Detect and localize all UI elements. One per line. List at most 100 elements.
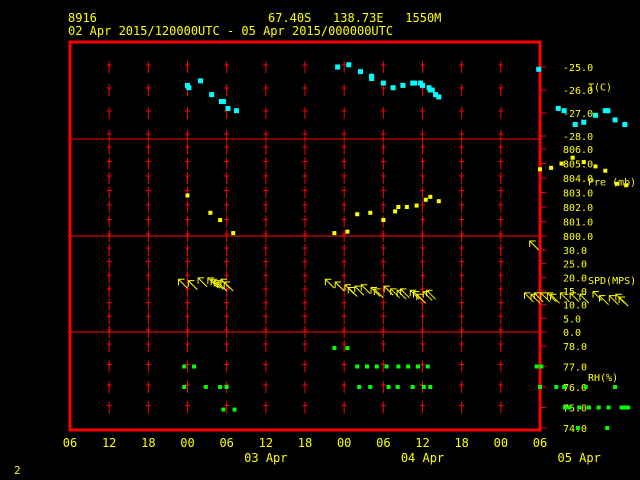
wind-barb-head [178, 278, 185, 286]
wind-barb-shaft [599, 295, 609, 306]
rh-point [613, 385, 618, 389]
wind-barb-shaft [383, 285, 394, 296]
temp-point [225, 105, 231, 111]
y-tick-label: 804.0 [563, 174, 593, 185]
y-tick-label: 801.0 [563, 218, 593, 229]
wind-barb-head [197, 277, 205, 284]
pres-point [603, 168, 608, 173]
wind-barb-head [217, 281, 224, 288]
wind-barb [334, 281, 345, 292]
rh-point [425, 364, 430, 369]
wind-barb-shaft [533, 292, 544, 303]
wind-barb-head [370, 286, 378, 294]
wind-barb [559, 292, 570, 303]
rh-point [368, 385, 373, 389]
wind-barb [347, 286, 358, 297]
wind-barb-head [409, 289, 417, 297]
wind-barb-head [426, 289, 433, 297]
wind-barb-head [383, 285, 391, 293]
x-tick-label: 06 [63, 436, 77, 450]
temp-point [186, 85, 192, 91]
rh-point [203, 385, 208, 389]
station-id: 8916 [68, 11, 97, 25]
y-tick-label: 802.0 [563, 203, 593, 214]
temp-point [335, 64, 341, 70]
wind-barb-shaft [426, 289, 436, 300]
y-tick-label: 76.0 [563, 383, 587, 394]
rh-point [554, 385, 559, 389]
rh-point [606, 405, 611, 410]
wind-barb-shaft [347, 287, 358, 297]
pres-point [423, 197, 428, 202]
rh-point [332, 346, 337, 351]
wind-barb [217, 281, 228, 292]
wind-barb [546, 292, 557, 303]
wind-barb-head [416, 293, 423, 301]
temp-point [412, 80, 418, 86]
rh-point [374, 364, 379, 369]
rh-point [428, 385, 433, 389]
wind-barb [354, 285, 365, 296]
wind-barb-shaft [325, 278, 335, 289]
wind-barb-shaft [396, 289, 407, 300]
pres-point [355, 212, 360, 217]
rh-point [384, 364, 389, 369]
wind-barb-shaft [530, 293, 541, 304]
wind-barb-shaft [197, 277, 208, 288]
wind-barb-shaft [416, 293, 427, 304]
wind-barb-head [618, 296, 626, 304]
y-tick-label: 30.0 [563, 246, 587, 257]
rh-point [218, 385, 223, 389]
wind-barb-head [187, 280, 195, 287]
pres-point [218, 218, 223, 223]
temp-point [581, 119, 587, 125]
wind-barb-shaft [592, 291, 603, 301]
y-tick-label: 800.0 [563, 232, 593, 243]
wind-barb-head [207, 277, 214, 284]
wind-barb-shaft [400, 288, 410, 299]
rh-point [345, 346, 350, 351]
wind-barb-head [559, 292, 567, 299]
wind-barb [579, 293, 590, 304]
wind-barb [422, 291, 433, 301]
wind-barb-head [569, 292, 577, 299]
rh-point [622, 405, 627, 410]
wind-barb-shaft [540, 292, 551, 303]
wind-barb-head [540, 292, 547, 299]
pres-point [185, 193, 190, 198]
x-tick-label: 12 [259, 436, 273, 450]
temp-point [380, 80, 386, 86]
rh-point [232, 407, 237, 412]
temp-point [346, 62, 352, 68]
wind-barb [416, 293, 427, 304]
y-tick-label: 5.0 [563, 314, 581, 325]
rh-point [182, 385, 187, 389]
x-tick-label: 12 [102, 436, 116, 450]
pres-point [624, 183, 629, 188]
temp-point [357, 69, 363, 75]
wind-barb [618, 296, 629, 307]
temp-point [420, 82, 425, 88]
wind-barb-shaft [360, 284, 371, 295]
pres-point [332, 231, 337, 236]
wind-barb [540, 292, 551, 303]
wind-barb [213, 280, 224, 290]
pres-point [231, 231, 236, 236]
wind-barb [383, 285, 394, 296]
wind-barb-shaft [608, 295, 619, 306]
pres-point [368, 210, 373, 215]
x-tick-label: 06 [219, 436, 233, 450]
temp-point [622, 122, 628, 127]
temp-point [572, 122, 578, 127]
y-tick-label: 75.0 [563, 404, 587, 415]
pres-point [414, 203, 419, 208]
wind-barb-shaft [579, 293, 590, 304]
time-period: 02 Apr 2015/120000UTC - 05 Apr 2015/0000… [68, 24, 394, 38]
pres-point [593, 164, 598, 169]
wind-barb [426, 289, 436, 300]
rh-point [192, 364, 197, 369]
rh-point [619, 405, 624, 410]
wind-barb-head [592, 291, 600, 298]
wind-barb-shaft [409, 289, 420, 300]
x-date-label: 04 Apr [401, 451, 444, 465]
